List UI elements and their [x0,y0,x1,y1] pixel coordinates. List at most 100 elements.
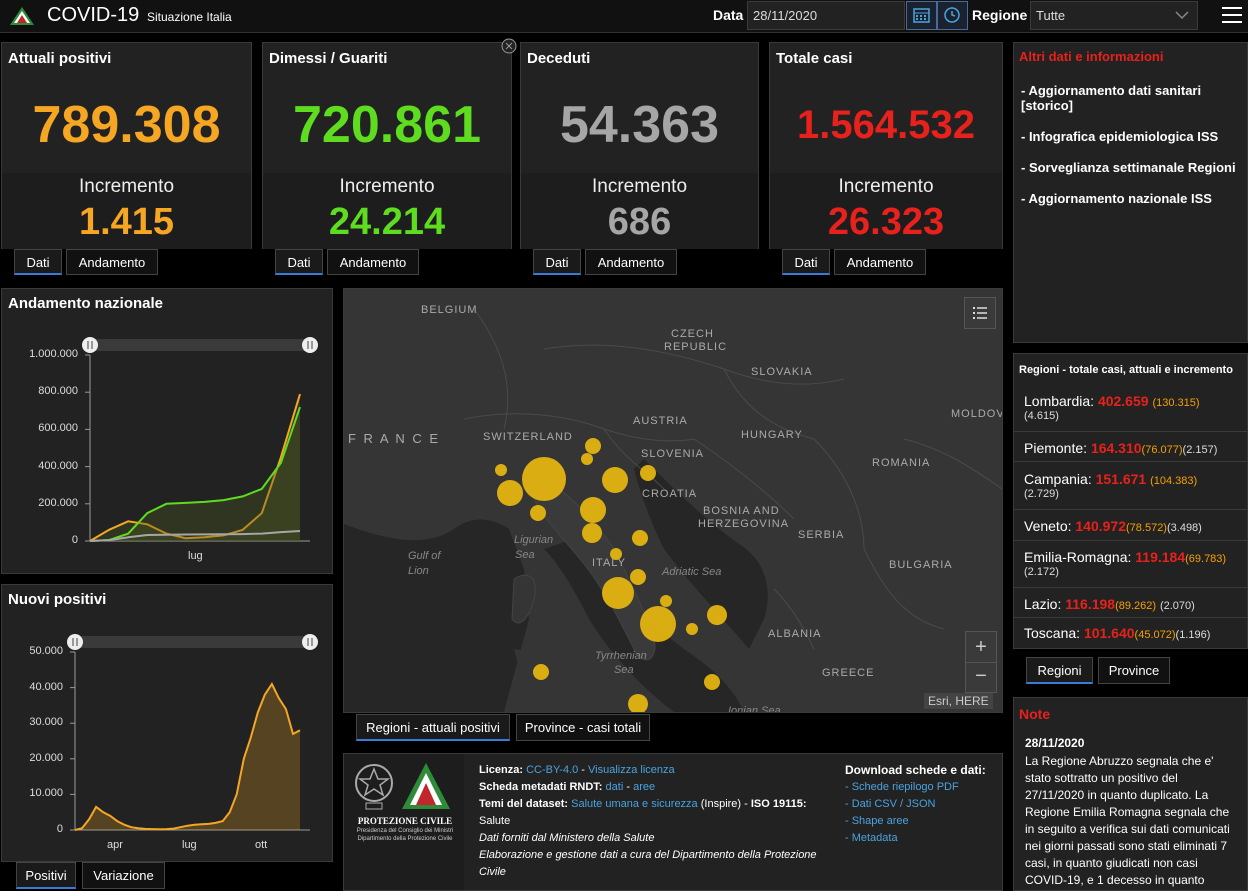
card-increment-value: 686 [607,201,672,243]
card-title: Totale casi [776,50,853,67]
tab-andamento[interactable]: Andamento [327,249,419,275]
bubble-basilicata [686,623,698,635]
y-tick-label: 40.000 [29,680,63,693]
map-label: Tyrrhenian [595,650,647,662]
region-attuali: (45.072) [1134,629,1176,641]
link-aggiornamento-iss[interactable]: - Aggiornamento nazionale ISS [1021,191,1212,206]
note-date: 28/11/2020 [1025,736,1085,750]
y-tick-label: 1.000.000 [29,348,78,360]
map-label: Gulf of [408,550,441,562]
tab-andamento[interactable]: Andamento [834,249,926,275]
tab-label: Regioni [1037,663,1082,678]
nuovi-positivi-panel: Nuovi positivi 50.000 40.000 30.000 20.000 1… [1,584,333,862]
download-link[interactable]: - Metadata [845,832,898,844]
card-increment-label: Incremento [591,176,688,197]
list-item[interactable]: Lombardia: 402.659 (130.315) (4.615) [1014,384,1247,428]
map-legend-button[interactable] [964,297,996,329]
bubble-abruzzo [630,569,646,585]
region-name: Toscana: [1024,625,1081,641]
note-panel: Note 28/11/2020 La Regione Abruzzo segna… [1013,697,1248,891]
calendar-button[interactable] [906,1,937,30]
visualizza-licenza-link[interactable]: Visualizza licenza [588,764,675,776]
section-title: Regioni - totale casi, attuali e increme… [1019,364,1233,376]
region-attuali: (89.262) [1115,600,1157,612]
map-label: ROMANIA [872,457,931,469]
dataset-info: Licenza: CC-BY-4.0 - Visualizza licenza … [479,762,834,881]
list-icon [973,307,987,319]
list-item[interactable]: Emilia-Romagna: 119.184(69.783) (2.172) [1014,540,1247,587]
region-name: Veneto: [1024,518,1072,534]
y-tick-label: 20.000 [29,751,63,764]
zoom-out-button[interactable]: − [975,665,987,687]
tab-dati[interactable]: Dati [14,249,62,275]
temi-link[interactable]: Salute umana e sicurezza [571,798,698,810]
link-aggiornamento-dati[interactable]: - Aggiornamento dati sanitari [storico] [1021,83,1202,113]
x-tick-label: lug [188,550,203,562]
tab-label: Variazione [93,868,154,883]
date-input[interactable]: 28/11/2020 [747,1,905,30]
separator: - [578,764,589,776]
region-select[interactable]: Tutte [1030,1,1198,30]
tab-regioni[interactable]: Regioni [1026,657,1093,684]
map-label: CZECH [671,328,714,340]
link-infografica-iss[interactable]: - Infografica epidemiologica ISS [1021,129,1219,144]
rndt-dati-link[interactable]: dati [605,781,624,793]
region-increment: (2.157) [1182,444,1218,456]
tab-dati[interactable]: Dati [533,249,581,275]
section-title: Altri dati e informazioni [1019,49,1164,64]
temi-label: Temi del dataset: [479,798,569,810]
zoom-in-button[interactable]: + [966,632,996,663]
download-link[interactable]: - Dati CSV / JSON [845,798,936,810]
region-total: 151.671 [1095,471,1147,487]
bubble-bolzano [581,453,593,465]
bubble-friuli [640,465,656,481]
range-slider-track [75,636,310,648]
map-panel[interactable]: BELGIUM CZECH REPUBLIC SLOVAKIA AUSTRIA … [343,288,1003,713]
tab-province-casi-totali[interactable]: Province - casi totali [516,714,650,741]
fullscreen-icon[interactable] [501,38,517,54]
section-title: Note [1019,706,1051,722]
card-value: 54.363 [559,96,720,154]
licenza-link[interactable]: CC-BY-4.0 [526,764,579,776]
temi-suffix: (Inspire) - [697,798,751,810]
emblema-italia-icon [355,764,393,810]
list-item[interactable]: Lazio: 116.198(89.262) (2.070) [1014,587,1247,618]
map-label: Ionian Sea [728,705,781,713]
series-area [90,394,300,541]
tab-variazione[interactable]: Variazione [82,862,165,889]
download-link[interactable]: - Shape aree [845,815,909,827]
zoom-controls: + − [965,631,997,693]
x-tick-label: ott [255,839,268,851]
bubble-piemonte [497,480,523,506]
list-item[interactable]: Piemonte: 164.310(76.077)(2.157) [1014,431,1247,462]
map-attribution[interactable]: Esri, HERE [924,693,993,709]
region-name: Campania: [1024,471,1092,487]
tab-andamento[interactable]: Andamento [66,249,158,275]
link-sorveglianza-regioni[interactable]: - Sorveglianza settimanale Regioni [1021,160,1236,175]
region-name: Lazio: [1024,596,1062,612]
region-label: Regione [972,7,1028,23]
tab-label: Dati [794,255,818,270]
logo-subtext: Presidenza del Consiglio dei Ministri [356,828,454,834]
tab-label: Province - casi totali [524,720,642,735]
tab-dati[interactable]: Dati [782,249,830,275]
rndt-aree-link[interactable]: aree [633,781,656,793]
list-item[interactable]: Campania: 151.671 (104.383) (2.729) [1014,461,1247,508]
tab-andamento[interactable]: Andamento [585,249,677,275]
rndt-label: Scheda metadati RNDT: [479,781,603,793]
list-item[interactable]: Veneto: 140.972(78.572)(3.498) [1014,509,1247,540]
list-item[interactable]: Toscana: 101.640(45.072)(1.196) [1014,617,1247,649]
download-link[interactable]: - Schede riepilogo PDF [845,781,959,793]
map-label: BOSNIA AND [703,505,780,517]
time-button[interactable] [937,1,968,30]
bubble-puglia [707,605,727,625]
menu-icon[interactable] [1222,6,1242,24]
tab-regioni-attuali-positivi[interactable]: Regioni - attuali positivi [356,714,510,741]
altri-dati-panel: Altri dati e informazioni - Aggiornament… [1013,42,1248,343]
tab-province[interactable]: Province [1098,657,1170,684]
tab-dati[interactable]: Dati [275,249,323,275]
licenza-label: Licenza: [479,764,524,776]
note-text: La Regione Abruzzo segnala che e' stato … [1025,754,1230,887]
tab-positivi[interactable]: Positivi [16,862,76,889]
series-line [89,530,301,542]
